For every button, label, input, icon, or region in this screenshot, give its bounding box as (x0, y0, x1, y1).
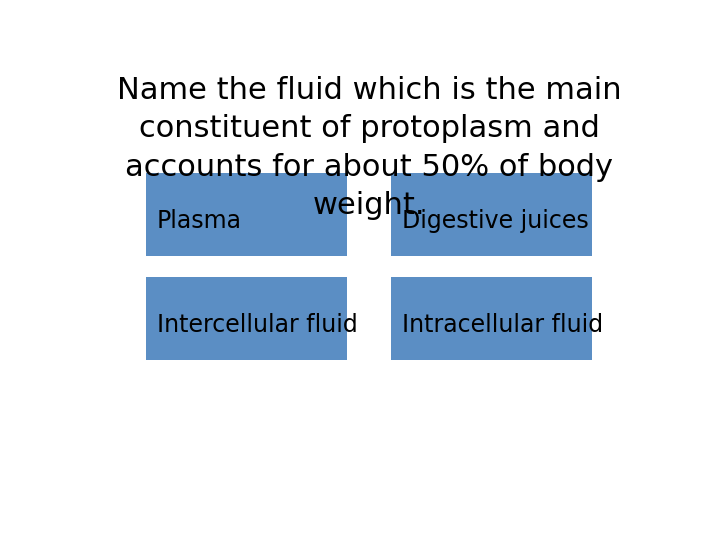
FancyBboxPatch shape (392, 173, 593, 256)
FancyBboxPatch shape (392, 277, 593, 360)
Text: Intracellular fluid: Intracellular fluid (402, 313, 603, 337)
Text: Name the fluid which is the main
constituent of protoplasm and
accounts for abou: Name the fluid which is the main constit… (117, 76, 621, 220)
FancyBboxPatch shape (145, 173, 347, 256)
FancyBboxPatch shape (145, 277, 347, 360)
Text: Intercellular fluid: Intercellular fluid (157, 313, 358, 337)
Text: Plasma: Plasma (157, 209, 242, 233)
Text: Digestive juices: Digestive juices (402, 209, 589, 233)
